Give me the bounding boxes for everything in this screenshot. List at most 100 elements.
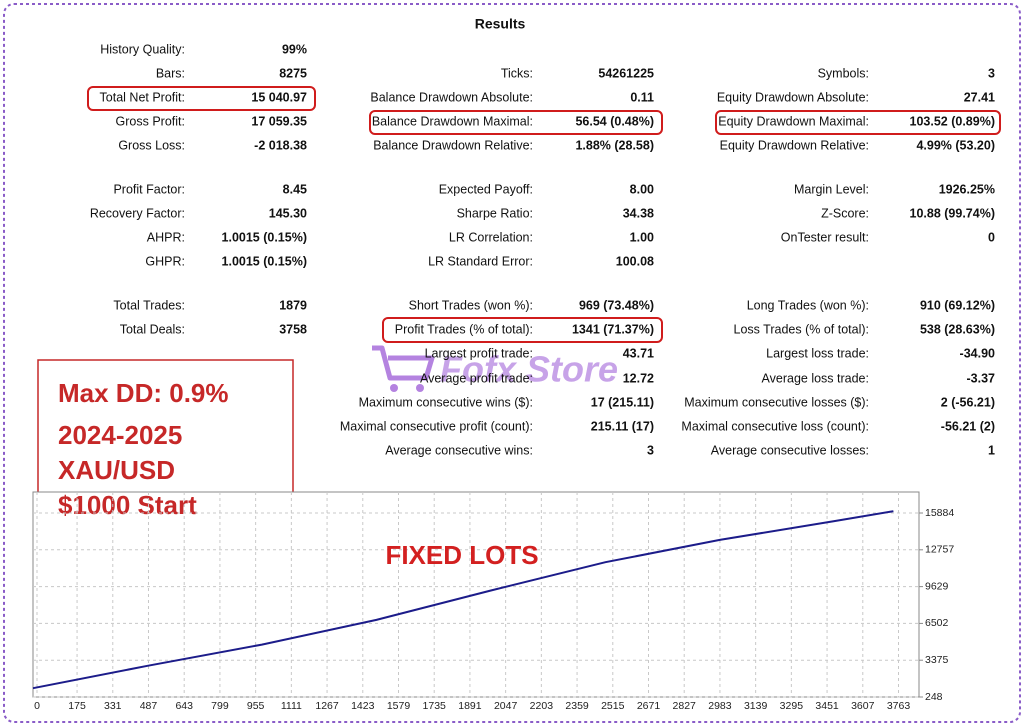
field-value: 3758 — [279, 322, 307, 336]
field-value: 15 040.97 — [251, 90, 307, 104]
x-tick-label: 3295 — [780, 700, 804, 712]
annotation-line: $1000 Start — [58, 490, 197, 520]
field-value: 12.72 — [623, 371, 654, 385]
watermark-icon — [372, 345, 435, 392]
field-label: Profit Trades (% of total): — [395, 322, 533, 336]
field-value: 100.08 — [616, 254, 654, 268]
field-label: Long Trades (won %): — [747, 298, 869, 312]
field-label: Equity Drawdown Absolute: — [717, 90, 869, 104]
field-label: Gross Profit: — [116, 114, 185, 128]
annotation-line: 2024-2025 — [58, 420, 182, 450]
watermark: Fofx Store — [440, 349, 618, 390]
y-tick-label: 6502 — [925, 617, 949, 629]
y-tick-label: 3375 — [925, 654, 949, 666]
field-value: 1926.25% — [939, 182, 995, 196]
field-label: Equity Drawdown Maximal: — [718, 114, 869, 128]
x-tick-label: 3451 — [815, 700, 839, 712]
field-value: 145.30 — [269, 206, 307, 220]
y-tick-label: 12757 — [925, 544, 954, 556]
x-tick-label: 3139 — [744, 700, 768, 712]
field-label: Maximum consecutive wins ($): — [359, 395, 533, 409]
field-label: Maximal consecutive profit (count): — [340, 419, 533, 433]
x-tick-label: 1267 — [315, 700, 339, 712]
field-value: 99% — [282, 42, 307, 56]
field-label: GHPR: — [145, 254, 185, 268]
field-label: Balance Drawdown Absolute: — [370, 90, 533, 104]
field-value: 215.11 (17) — [591, 419, 654, 433]
field-value: 10.88 (99.74%) — [910, 206, 995, 220]
x-tick-label: 3607 — [851, 700, 875, 712]
field-label: Average consecutive wins: — [385, 443, 533, 457]
field-label: Largest profit trade: — [425, 346, 533, 360]
field-label: LR Correlation: — [449, 230, 533, 244]
field-label: Maximum consecutive losses ($): — [684, 395, 869, 409]
x-tick-label: 175 — [68, 700, 86, 712]
x-tick-label: 2515 — [601, 700, 625, 712]
field-label: Short Trades (won %): — [409, 298, 533, 312]
field-value: 1879 — [279, 298, 307, 312]
field-label: LR Standard Error: — [428, 254, 533, 268]
highlight-box — [87, 86, 316, 111]
field-label: Loss Trades (% of total): — [734, 322, 869, 336]
x-tick-label: 2671 — [637, 700, 661, 712]
x-tick-label: 2359 — [565, 700, 589, 712]
field-value: -2 018.38 — [254, 138, 307, 152]
field-value: 27.41 — [964, 90, 995, 104]
field-value: 103.52 (0.89%) — [910, 114, 995, 128]
field-label: Ticks: — [501, 66, 533, 80]
x-tick-label: 0 — [34, 700, 40, 712]
x-tick-label: 1735 — [423, 700, 447, 712]
field-value: -34.90 — [960, 346, 995, 360]
highlight-box — [715, 110, 1001, 135]
x-tick-label: 955 — [247, 700, 265, 712]
field-value: 1.88% (28.58) — [575, 138, 654, 152]
field-label: Total Net Profit: — [100, 90, 185, 104]
field-value: 0 — [988, 230, 995, 244]
field-label: Largest loss trade: — [766, 346, 869, 360]
field-label: Symbols: — [818, 66, 869, 80]
field-value: 1 — [988, 443, 995, 457]
field-label: Equity Drawdown Relative: — [720, 138, 869, 152]
field-value: 538 (28.63%) — [920, 322, 995, 336]
y-tick-label: 9629 — [925, 580, 949, 592]
field-label: Margin Level: — [794, 182, 869, 196]
field-label: Sharpe Ratio: — [457, 206, 533, 220]
results-title: Results — [475, 16, 526, 32]
x-tick-label: 1111 — [281, 700, 302, 712]
field-label: Profit Factor: — [113, 182, 185, 196]
annotation-line: Max DD: 0.9% — [58, 378, 229, 408]
field-label: Recovery Factor: — [90, 206, 185, 220]
x-tick-label: 1579 — [387, 700, 411, 712]
field-label: Balance Drawdown Maximal: — [372, 114, 533, 128]
field-value: 54261225 — [598, 66, 654, 80]
y-tick-label: 248 — [925, 691, 943, 703]
field-value: 3 — [647, 443, 654, 457]
field-label: Expected Payoff: — [439, 182, 533, 196]
field-label: Average consecutive losses: — [711, 443, 869, 457]
field-value: 0.11 — [630, 90, 654, 104]
field-label: OnTester result: — [781, 230, 869, 244]
field-value: 17 059.35 — [251, 114, 307, 128]
field-label: Balance Drawdown Relative: — [373, 138, 533, 152]
field-value: 1.0015 (0.15%) — [222, 230, 307, 244]
page-border — [3, 3, 1021, 723]
field-value: 2 (-56.21) — [941, 395, 995, 409]
x-tick-label: 3763 — [887, 700, 911, 712]
field-value: -56.21 (2) — [941, 419, 995, 433]
x-tick-label: 643 — [175, 700, 193, 712]
field-label: Gross Loss: — [118, 138, 185, 152]
field-value: 1341 (71.37%) — [572, 322, 654, 336]
balance-line — [32, 510, 894, 690]
field-value: 43.71 — [623, 346, 654, 360]
field-value: 1.00 — [630, 230, 654, 244]
y-tick-label: 15884 — [925, 507, 954, 519]
chart-title: FIXED LOTS — [385, 540, 538, 570]
highlight-box — [369, 110, 663, 135]
x-tick-label: 1423 — [351, 700, 375, 712]
field-label: Maximal consecutive loss (count): — [681, 419, 869, 433]
field-value: 34.38 — [623, 206, 654, 220]
field-value: 969 (73.48%) — [579, 298, 654, 312]
field-value: 8275 — [279, 66, 307, 80]
field-label: Average loss trade: — [762, 371, 869, 385]
field-value: 3 — [988, 66, 995, 80]
